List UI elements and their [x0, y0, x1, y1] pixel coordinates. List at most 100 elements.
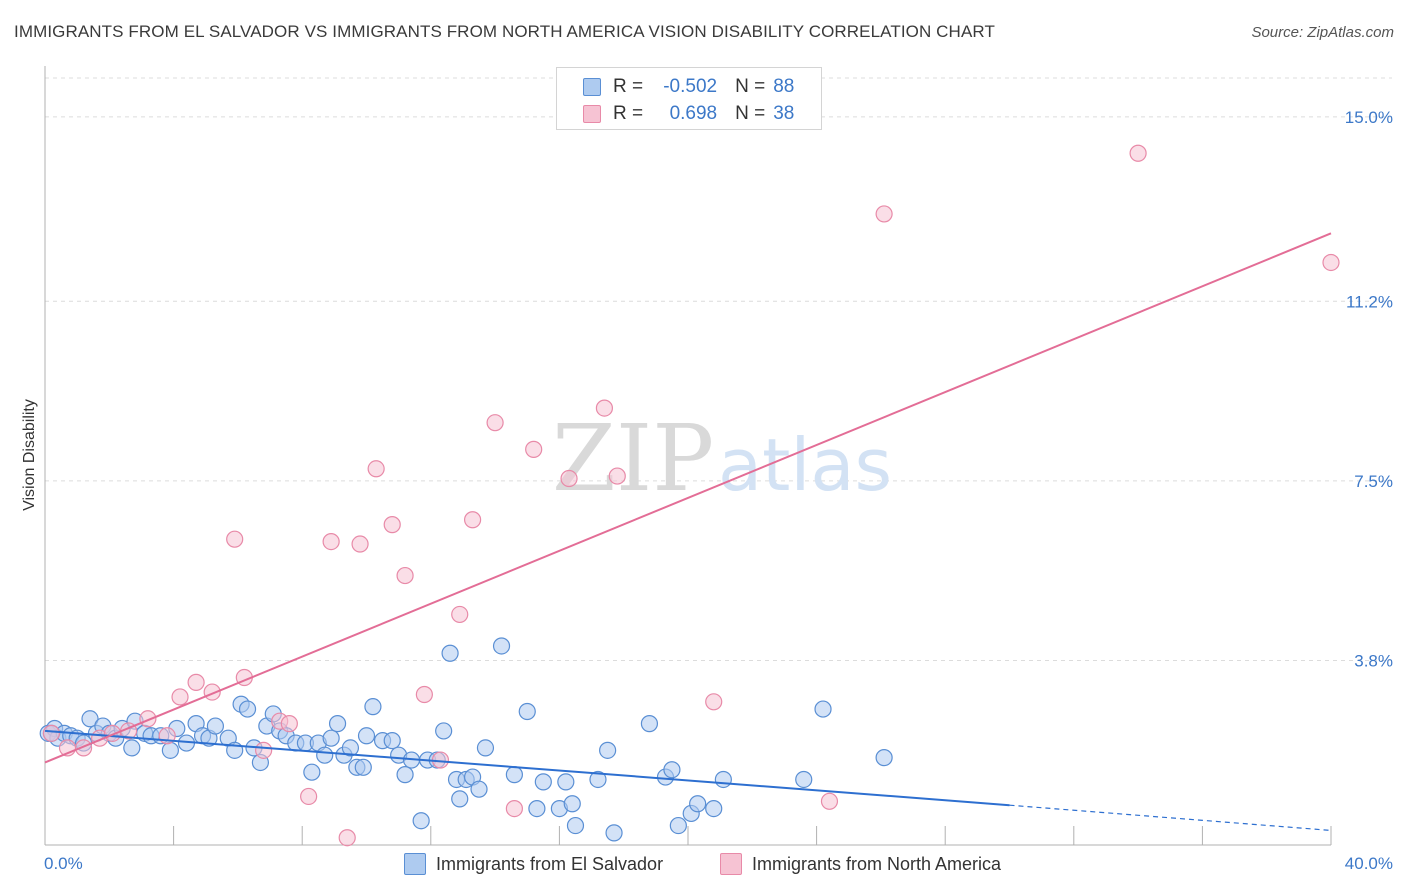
el-salvador-point	[705, 799, 723, 818]
points-layer	[39, 144, 1340, 847]
y-tick-label: 11.2%	[1346, 292, 1393, 311]
el-salvador-point	[814, 700, 832, 718]
north-america-point	[367, 460, 385, 478]
axes-layer	[44, 66, 1332, 846]
r-label: R =	[613, 76, 644, 97]
el-salvador-point	[589, 770, 607, 789]
el-salvador-point	[669, 816, 687, 835]
watermark: ZIP atlas	[552, 405, 892, 512]
north-america-point	[1322, 253, 1340, 272]
el-salvador-point	[714, 770, 732, 789]
el-salvador-point	[566, 816, 585, 835]
legend-label: Immigrants from El Salvador	[436, 853, 664, 874]
el-salvador-point	[557, 773, 575, 791]
el-salvador-point	[123, 739, 141, 757]
legend-item-el-salvador: Immigrants from El Salvador	[404, 851, 663, 877]
el-salvador-point	[303, 763, 321, 781]
el-salvador-point	[206, 717, 224, 735]
north-america-point	[451, 605, 469, 624]
el-salvador-point	[396, 766, 414, 784]
el-salvador-point	[640, 715, 659, 733]
el-salvador-point	[875, 749, 893, 767]
north-america-point	[505, 799, 523, 818]
source-label: Source: ZipAtlas.com	[1251, 24, 1394, 41]
north-america-point	[226, 530, 244, 548]
el-salvador-point	[412, 812, 430, 830]
el-salvador-point	[451, 790, 469, 808]
pink-swatch	[583, 105, 601, 123]
x-tick-label: 0.0%	[44, 854, 83, 873]
blue-legend-swatch	[404, 853, 426, 875]
el-salvador-point	[689, 795, 707, 813]
north-america-point	[705, 693, 723, 711]
el-salvador-point	[161, 741, 179, 759]
el-salvador-point	[81, 710, 99, 728]
north-america-point	[1129, 144, 1147, 162]
el-salvador-point	[795, 770, 813, 789]
el-salvador-point	[663, 761, 681, 779]
north-america-point	[486, 414, 504, 432]
y-tick-label: 7.5%	[1354, 472, 1393, 491]
el-salvador-point	[341, 739, 360, 757]
north-america-point	[300, 787, 318, 806]
north-america-point	[396, 566, 414, 585]
el-salvador-point	[476, 739, 495, 757]
north-america-point	[463, 511, 482, 529]
y-tick-label: 15.0%	[1345, 108, 1393, 127]
watermark-atlas: atlas	[718, 423, 892, 507]
north-america-point	[608, 467, 626, 485]
north-america-point	[255, 741, 273, 759]
north-america-point	[415, 685, 433, 704]
north-america-point	[595, 399, 614, 417]
y-tick-label: 3.8%	[1354, 652, 1393, 671]
n-value: 88	[773, 76, 795, 97]
el-salvador-trend-line	[44, 729, 1010, 807]
stats-row-el-salvador: R = -0.502 N = 88	[583, 76, 794, 98]
stats-row-north-america: R = 0.698 N = 38	[583, 103, 794, 125]
el-salvador-point	[528, 799, 546, 818]
el-salvador-point	[328, 715, 347, 733]
north-america-point	[351, 535, 369, 553]
x-tick-label: 40.0%	[1345, 854, 1393, 873]
grid-layer	[45, 77, 1392, 662]
legend-item-north-america: Immigrants from North America	[720, 851, 1001, 877]
legend-label: Immigrants from North America	[752, 853, 1002, 874]
el-salvador-point	[470, 780, 488, 798]
y-axis-title: Vision Disability	[21, 399, 38, 511]
el-salvador-point	[316, 746, 334, 764]
trend-layer	[44, 232, 1332, 832]
n-label: N =	[735, 103, 766, 124]
el-salvador-point	[322, 729, 340, 747]
el-salvador-point	[518, 702, 536, 721]
r-value: 0.698	[669, 103, 718, 124]
el-salvador-point	[354, 758, 372, 776]
r-label: R =	[613, 103, 644, 124]
north-america-point	[525, 440, 543, 458]
r-value: -0.502	[663, 76, 718, 97]
north-america-point	[338, 829, 356, 847]
north-america-point	[42, 724, 61, 742]
north-america-point	[187, 673, 205, 691]
chart-title: IMMIGRANTS FROM EL SALVADOR VS IMMIGRANT…	[14, 22, 995, 41]
el-salvador-point	[605, 824, 623, 842]
el-salvador-point	[383, 732, 401, 750]
watermark-zip: ZIP	[552, 405, 714, 512]
stats-legend: R = -0.502 N = 88 R = 0.698 N = 38	[556, 67, 822, 130]
el-salvador-point	[492, 637, 511, 655]
el-salvador-point	[435, 722, 453, 740]
n-value: 38	[773, 103, 795, 124]
el-salvador-point	[364, 698, 382, 716]
north-america-point	[383, 516, 401, 534]
el-salvador-point	[441, 644, 459, 662]
el-salvador-point	[534, 773, 552, 791]
blue-swatch	[583, 78, 601, 96]
north-america-point	[171, 688, 189, 706]
north-america-point	[560, 469, 578, 488]
n-label: N =	[735, 76, 766, 97]
pink-legend-swatch	[720, 853, 742, 875]
labels-layer: 3.8% 7.5% 11.2% 15.0% 0.0% 40.0%	[44, 108, 1393, 873]
el-salvador-point	[563, 795, 581, 813]
el-salvador-trend-extension	[1009, 804, 1332, 832]
north-america-point	[322, 532, 340, 551]
